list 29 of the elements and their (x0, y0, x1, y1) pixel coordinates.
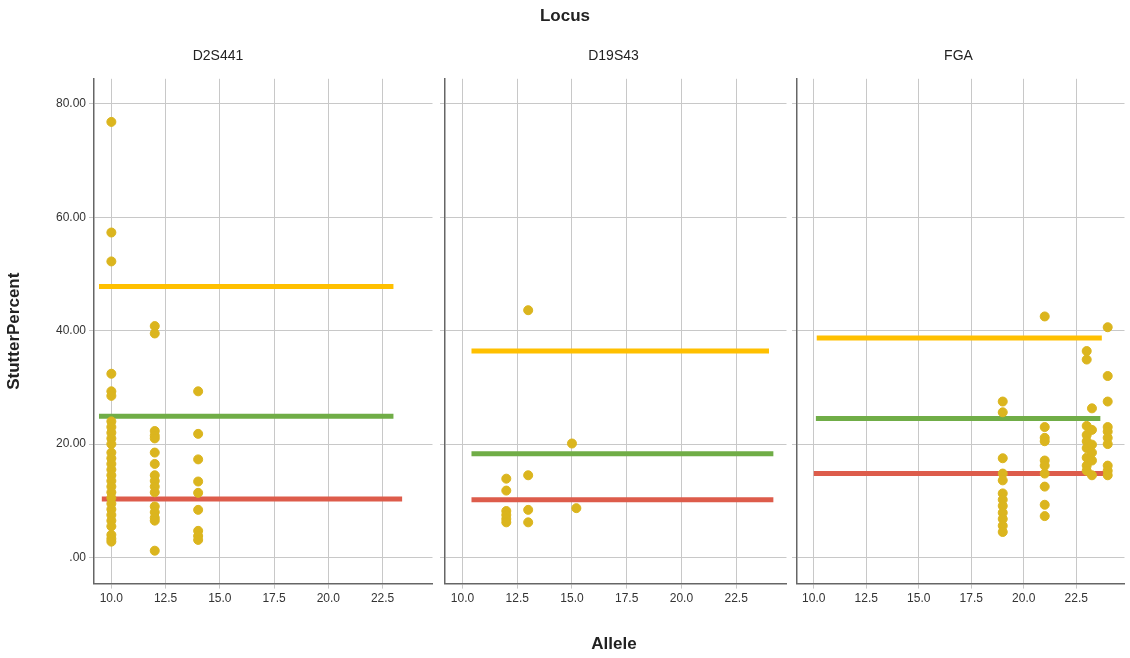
x-tick-label: 10.0 (450, 591, 475, 606)
x-tick-label: 20.0 (1012, 591, 1036, 606)
x-tick-label: 15.0 (907, 591, 931, 606)
x-tick-label: 10.0 (99, 591, 124, 606)
chart-title: FGA (944, 47, 974, 64)
x-axis-title: Allele (591, 634, 637, 654)
x-tick-label: 10.0 (802, 591, 826, 606)
x-tick-label: 15.0 (208, 591, 232, 606)
x-tick-label: 12.5 (854, 591, 879, 606)
text: Locus (539, 6, 591, 26)
y-tick-label: 40.00 (55, 322, 87, 337)
y-tick-label: 80.00 (55, 96, 87, 111)
x-tick-label: 15.0 (560, 591, 584, 606)
x-tick-label: 20.0 (316, 591, 341, 606)
y-tick-label: 20.00 (55, 436, 87, 451)
x-tick-label: 22.5 (724, 591, 749, 606)
y-axis-title: StutterPercent (3, 272, 23, 390)
x-tick-label: 20.0 (669, 591, 694, 606)
x-tick-label: 17.5 (959, 591, 984, 606)
x-tick-label: 22.5 (1064, 591, 1089, 606)
y-tick-label: 60.00 (55, 209, 87, 224)
x-tick-label: 12.5 (153, 591, 178, 606)
chart-title: D19S43 (588, 47, 640, 64)
x-tick-label: 17.5 (615, 591, 639, 606)
chart-title: D2S441 (192, 47, 244, 64)
x-tick-label: 17.5 (262, 591, 287, 606)
x-tick-label: 12.5 (505, 591, 530, 606)
y-tick-label: .00 (69, 549, 87, 564)
x-tick-label: 22.5 (370, 591, 395, 606)
